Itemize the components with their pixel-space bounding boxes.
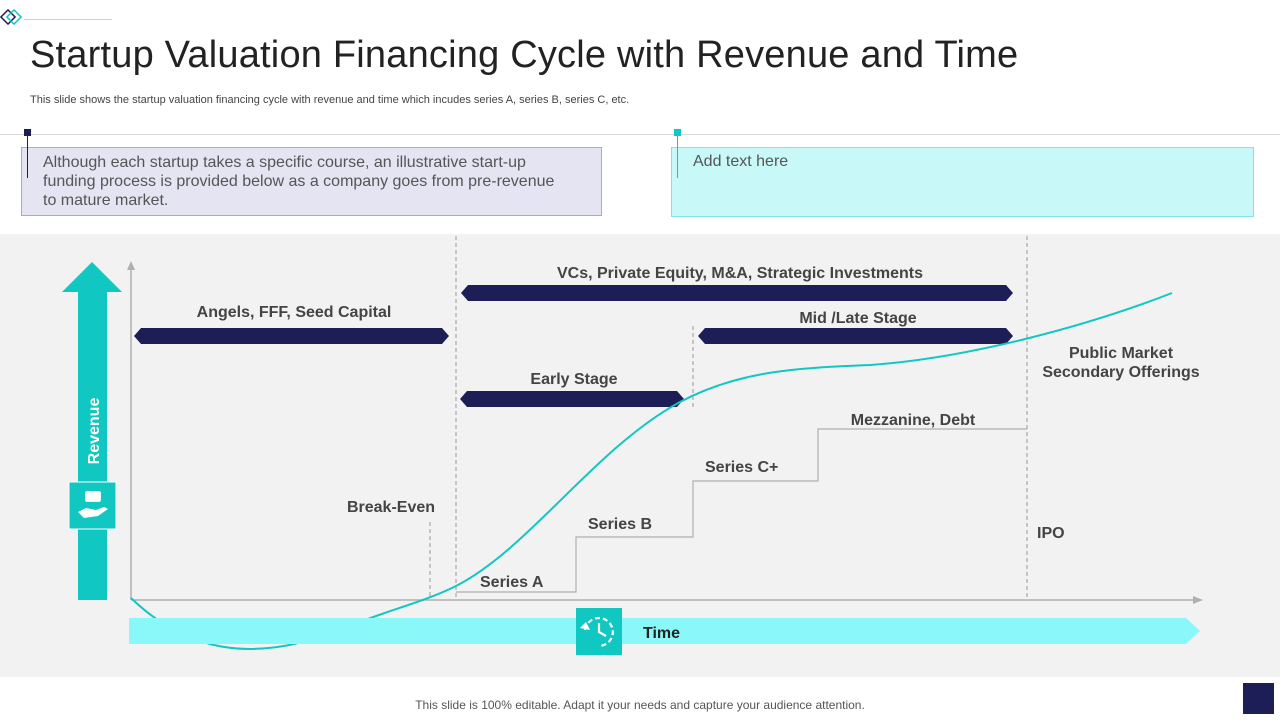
- angels-bar: [134, 328, 449, 344]
- early-bar: [460, 391, 684, 407]
- placeholder-marker-dot: [674, 129, 681, 136]
- description-marker-line: [27, 130, 28, 178]
- series-b-label: Series B: [588, 516, 652, 533]
- time-axis-label: Time: [643, 625, 680, 642]
- logo-divider: [24, 19, 112, 20]
- revenue-axis-label: Revenue: [86, 398, 103, 465]
- placeholder-text[interactable]: Add text here: [693, 153, 789, 170]
- vcs-bar: [461, 285, 1013, 301]
- series-c-label: Series C+: [705, 459, 778, 476]
- logo-diamond-icon: [0, 8, 23, 26]
- funding-staircase: [456, 428, 1027, 593]
- mid-late-bar: [698, 328, 1013, 344]
- break-even-label: Break-Even: [347, 499, 435, 516]
- public-market-label: Public Market: [1069, 345, 1174, 362]
- clock-refresh-icon: [580, 616, 614, 648]
- corner-decoration: [1243, 683, 1274, 714]
- vcs-label: VCs, Private Equity, M&A, Strategic Inve…: [557, 265, 923, 282]
- placeholder-text-box[interactable]: [671, 147, 1254, 217]
- secondary-offerings-label: Secondary Offerings: [1042, 364, 1199, 381]
- footer-note: This slide is 100% editable. Adapt it yo…: [415, 698, 865, 712]
- y-axis-arrowhead: [127, 261, 135, 270]
- angels-label: Angels, FFF, Seed Capital: [197, 304, 392, 321]
- series-a-label: Series A: [480, 574, 544, 591]
- hand-money-icon: [78, 491, 108, 518]
- page-subtitle: This slide shows the startup valuation f…: [30, 94, 630, 106]
- page-title: Startup Valuation Financing Cycle with R…: [30, 34, 1019, 76]
- x-axis-arrowhead: [1193, 596, 1203, 604]
- header-divider: [0, 134, 1280, 135]
- revenue-curve: [130, 292, 1173, 650]
- revenue-icon-box: [68, 481, 117, 530]
- early-stage-label: Early Stage: [530, 371, 617, 388]
- time-bar: [129, 618, 1200, 644]
- description-text: Although each startup takes a specific c…: [43, 154, 555, 209]
- description-box: [21, 147, 602, 216]
- mid-late-label: Mid /Late Stage: [799, 310, 916, 327]
- mezzanine-label: Mezzanine, Debt: [851, 412, 976, 429]
- placeholder-marker-line: [677, 130, 678, 178]
- diagram-panel: [0, 234, 1280, 677]
- ipo-label: IPO: [1037, 525, 1065, 542]
- description-marker-dot: [24, 129, 31, 136]
